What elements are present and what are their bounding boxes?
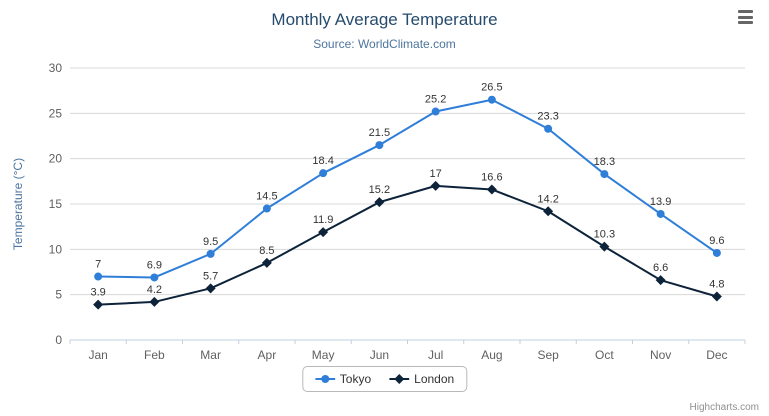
data-label: 9.6 (709, 235, 724, 247)
x-axis-label: Mar (200, 348, 221, 362)
y-axis-tick-label: 30 (49, 61, 63, 75)
data-label: 9.5 (203, 236, 218, 248)
data-point-tokyo[interactable] (150, 273, 159, 282)
data-label: 7 (95, 259, 101, 271)
chart-legend: Tokyo London (301, 366, 468, 392)
data-point-tokyo[interactable] (262, 204, 271, 213)
hamburger-menu-button[interactable] (736, 9, 756, 25)
diamond-marker-icon (389, 374, 410, 384)
data-point-tokyo[interactable] (319, 169, 328, 178)
data-point-london[interactable] (543, 206, 554, 217)
data-label: 16.6 (481, 171, 502, 183)
data-label: 3.9 (90, 287, 105, 299)
y-axis-tick-label: 5 (55, 288, 62, 302)
data-label: 14.5 (256, 191, 277, 203)
circle-marker-icon (314, 375, 335, 383)
data-point-tokyo[interactable] (94, 272, 103, 281)
data-label: 8.5 (259, 245, 274, 257)
chart-subtitle: Source: WorldClimate.com (313, 37, 456, 51)
data-point-tokyo[interactable] (712, 248, 721, 257)
data-point-london[interactable] (711, 291, 722, 302)
legend-item-london[interactable]: London (389, 372, 454, 386)
x-axis-label: Jun (370, 348, 389, 362)
data-point-tokyo[interactable] (487, 95, 496, 104)
data-label: 17 (430, 168, 442, 180)
data-point-tokyo[interactable] (600, 170, 609, 179)
x-axis-label: Jul (428, 348, 443, 362)
chart-title: Monthly Average Temperature (271, 10, 498, 29)
data-point-tokyo[interactable] (431, 107, 440, 116)
data-point-london[interactable] (430, 180, 441, 191)
legend-label: London (414, 372, 455, 386)
data-label: 10.3 (594, 229, 615, 241)
x-axis-label: May (312, 348, 335, 362)
x-axis-label: Nov (650, 348, 671, 362)
data-label: 21.5 (369, 127, 390, 139)
data-point-london[interactable] (374, 197, 385, 208)
data-point-london[interactable] (318, 227, 329, 238)
data-point-london[interactable] (149, 296, 160, 307)
data-label: 6.9 (147, 259, 162, 271)
data-label: 23.3 (537, 111, 558, 123)
data-point-london[interactable] (599, 241, 610, 252)
x-axis-label: Oct (595, 348, 614, 362)
data-label: 6.6 (653, 262, 668, 274)
data-label: 15.2 (369, 184, 390, 196)
series-line-london (97, 184, 718, 306)
data-point-london[interactable] (261, 257, 272, 268)
data-label: 14.2 (537, 193, 558, 205)
data-label: 18.4 (312, 155, 333, 167)
data-point-tokyo[interactable] (206, 249, 215, 258)
x-axis-label: Dec (706, 348, 727, 362)
legend-item-tokyo[interactable]: Tokyo (314, 372, 372, 386)
y-axis-tick-label: 0 (55, 333, 62, 347)
data-point-tokyo[interactable] (656, 209, 665, 218)
data-point-tokyo[interactable] (544, 124, 553, 133)
data-label: 4.2 (147, 284, 162, 296)
data-label: 18.3 (594, 156, 615, 168)
data-point-london[interactable] (93, 299, 104, 310)
x-axis-label: Feb (144, 348, 165, 362)
x-axis-label: Aug (481, 348, 502, 362)
highcharts-credit[interactable]: Highcharts.com (689, 402, 759, 413)
data-label: 25.2 (425, 94, 446, 106)
data-point-london[interactable] (655, 275, 666, 286)
data-label: 13.9 (650, 196, 671, 208)
y-axis-tick-label: 20 (49, 152, 63, 166)
y-axis-tick-label: 15 (49, 197, 63, 211)
data-point-tokyo[interactable] (375, 141, 384, 150)
series-line-tokyo (97, 98, 718, 279)
hamburger-icon (738, 10, 753, 13)
data-point-london[interactable] (205, 283, 216, 294)
data-label: 4.8 (709, 278, 724, 290)
x-axis-label: Apr (258, 348, 277, 362)
x-axis-label: Jan (88, 348, 107, 362)
x-axis-label: Sep (537, 348, 559, 362)
data-label: 11.9 (313, 214, 334, 226)
y-axis-title: Temperature (°C) (11, 158, 25, 250)
legend-label: Tokyo (339, 372, 372, 386)
data-label: 26.5 (481, 82, 502, 94)
y-axis-tick-label: 10 (49, 242, 63, 256)
data-point-london[interactable] (486, 184, 497, 195)
data-label: 5.7 (203, 270, 218, 282)
y-axis-tick-label: 25 (49, 106, 63, 120)
